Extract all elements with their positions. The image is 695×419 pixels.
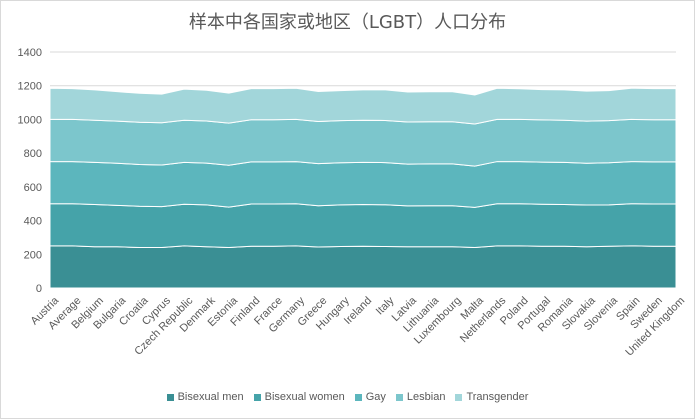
- legend-item: Bisexual women: [253, 391, 345, 403]
- area-gay: [49, 161, 677, 208]
- legend-swatch: [354, 393, 362, 401]
- legend-item: Bisexual men: [166, 391, 244, 403]
- legend-swatch: [166, 393, 174, 401]
- legend-item: Gay: [354, 391, 386, 403]
- legend: Bisexual men Bisexual women Gay Lesbian Tran…: [0, 391, 695, 403]
- legend-label: Gay: [365, 391, 386, 403]
- legend-label: Transgender: [466, 391, 529, 403]
- area-bisexual-women: [49, 203, 677, 249]
- y-tick-label: 0: [36, 283, 42, 295]
- legend-label: Lesbian: [406, 391, 446, 403]
- y-tick-label: 800: [24, 148, 42, 160]
- legend-label: Bisexual men: [177, 391, 244, 403]
- chart-title: 样本中各国家或地区（LGBT）人口分布: [188, 12, 507, 33]
- y-tick-label: 1400: [18, 47, 42, 59]
- x-axis-ticks: AustriaAverageBelgiumBulgariaCroatiaCypr…: [29, 294, 688, 358]
- legend-label: Bisexual women: [264, 391, 345, 403]
- legend-item: Transgender: [455, 391, 528, 403]
- legend-swatch: [395, 393, 403, 401]
- y-tick-label: 200: [24, 249, 42, 261]
- area-series: [49, 87, 677, 289]
- area-transgender: [49, 87, 677, 125]
- legend-swatch: [455, 393, 463, 401]
- y-tick-label: 1000: [18, 114, 42, 126]
- y-tick-label: 400: [24, 216, 42, 228]
- y-tick-label: 600: [24, 182, 42, 194]
- legend-item: Lesbian: [395, 391, 446, 403]
- y-tick-label: 1200: [18, 81, 42, 93]
- legend-swatch: [253, 393, 261, 401]
- y-axis-ticks: 0 200 400 600 800 1000 1200 1400: [18, 47, 42, 295]
- area-lesbian: [49, 118, 677, 167]
- area-bisexual-men: [49, 245, 677, 289]
